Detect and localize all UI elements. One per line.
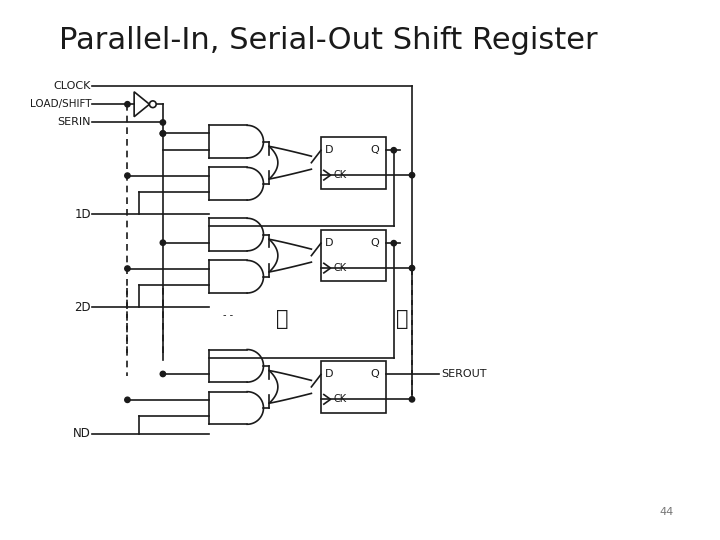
Circle shape [125,173,130,178]
Bar [321,361,386,413]
Bar [321,230,386,281]
Circle shape [409,172,415,178]
Circle shape [125,266,130,271]
Text: CLOCK: CLOCK [54,81,91,91]
Text: 2D: 2D [74,301,91,314]
Circle shape [160,120,166,125]
Text: SEROUT: SEROUT [441,369,487,380]
Text: D: D [325,145,334,155]
Text: Q: Q [370,238,379,248]
Text: CK: CK [333,170,346,180]
Text: ND: ND [73,427,91,440]
Text: LOAD/SHIFT: LOAD/SHIFT [30,99,91,109]
Text: CK: CK [333,394,346,404]
Circle shape [409,265,415,271]
Circle shape [160,131,166,136]
Circle shape [150,101,156,107]
Circle shape [125,397,130,402]
Circle shape [160,131,166,136]
Bar [321,137,386,188]
Text: Parallel-In, Serial-Out Shift Register: Parallel-In, Serial-Out Shift Register [60,25,598,55]
Text: D: D [325,238,334,248]
Circle shape [391,147,397,153]
Text: SERIN: SERIN [58,118,91,127]
Text: 1D: 1D [74,208,91,221]
Text: ⋮: ⋮ [276,310,289,329]
Text: Q: Q [370,369,379,380]
Text: Q: Q [370,145,379,155]
Circle shape [409,397,415,402]
Circle shape [391,240,397,246]
Circle shape [125,102,130,107]
Text: CK: CK [333,263,346,273]
Text: 44: 44 [660,507,673,517]
Text: D: D [325,369,334,380]
Circle shape [160,240,166,245]
Circle shape [160,372,166,376]
Text: ⋮: ⋮ [396,310,409,329]
Text: - -: - - [223,310,233,320]
